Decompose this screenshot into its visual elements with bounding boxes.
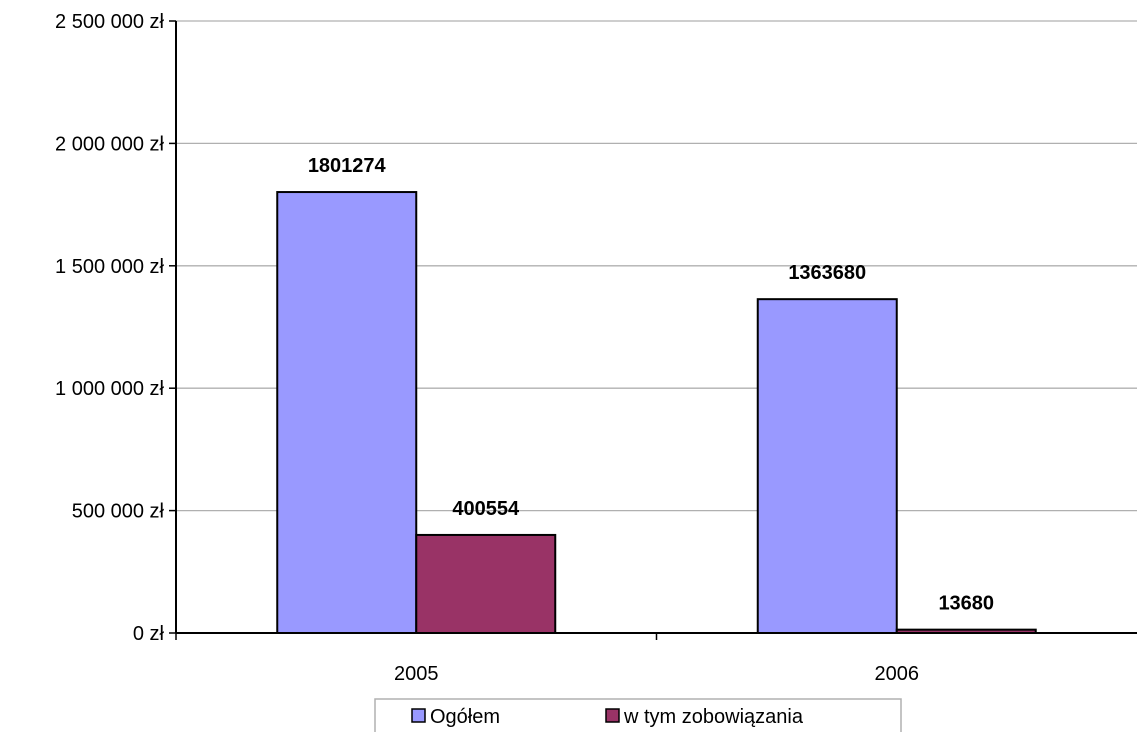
y-tick-label: 2 000 000 zł bbox=[55, 133, 165, 155]
bar bbox=[415, 533, 557, 635]
data-label: 13680 bbox=[938, 593, 994, 615]
legend-label: w tym zobowiązania bbox=[623, 706, 804, 728]
legend-swatch bbox=[411, 708, 426, 723]
bar bbox=[756, 298, 898, 634]
x-tick-label: 2005 bbox=[394, 663, 439, 685]
bar bbox=[276, 191, 418, 634]
legend-swatch bbox=[605, 708, 620, 723]
y-tick-label: 500 000 zł bbox=[72, 501, 165, 523]
data-labels: 1801274 400554 1363680 13680 bbox=[308, 155, 994, 615]
y-tick-label: 1 500 000 zł bbox=[55, 256, 165, 278]
y-tick-label: 1 000 000 zł bbox=[55, 378, 165, 400]
legend-box bbox=[374, 698, 902, 737]
data-label: 1801274 bbox=[308, 155, 387, 177]
axes: 0 zł 500 000 zł 1 000 000 zł 1 500 000 zł 2 … bbox=[55, 11, 1137, 685]
data-label: 400554 bbox=[452, 498, 520, 520]
bars bbox=[276, 191, 1037, 635]
y-tick-label: 0 zł bbox=[133, 623, 165, 645]
data-label: 1363680 bbox=[788, 262, 866, 284]
legend-label: Ogółem bbox=[430, 706, 500, 728]
legend: Ogółem w tym zobowiązania bbox=[374, 698, 902, 737]
y-tick-label: 2 500 000 zł bbox=[55, 11, 165, 33]
x-tick-label: 2006 bbox=[875, 663, 920, 685]
